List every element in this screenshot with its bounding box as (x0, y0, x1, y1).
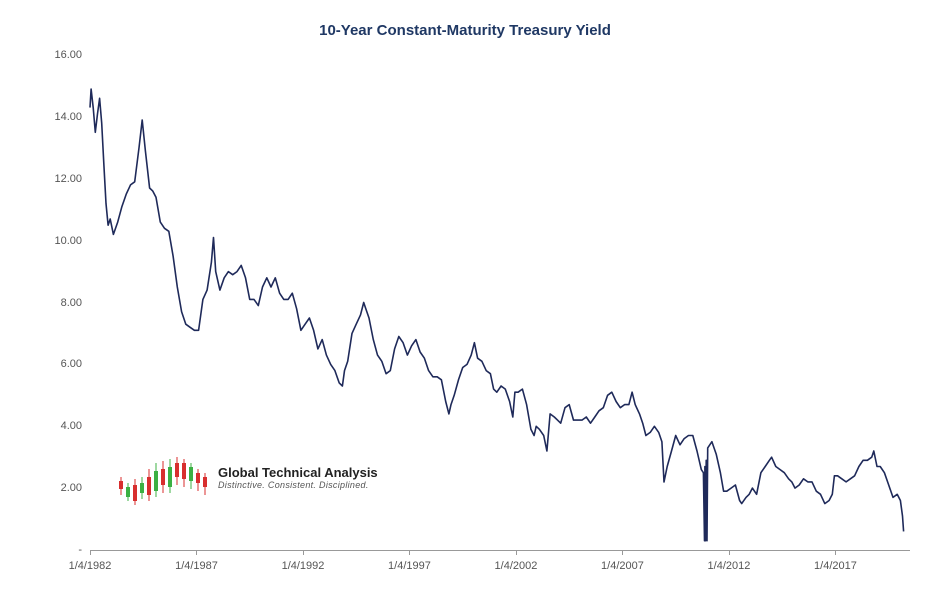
x-tick-label: 1/4/2017 (814, 560, 857, 572)
y-tick-label: 12.00 (40, 173, 82, 185)
y-tick-label: 4.00 (40, 420, 82, 432)
y-tick-label: 8.00 (40, 297, 82, 309)
logo-global-technical-analysis: Global Technical Analysis Distinctive. C… (118, 452, 418, 512)
logo-title: Global Technical Analysis (218, 466, 378, 480)
x-tick-label: 1/4/1987 (175, 560, 218, 572)
y-tick-label: 6.00 (40, 358, 82, 370)
x-tick-label: 1/4/1992 (282, 560, 325, 572)
y-tick-label: 10.00 (40, 235, 82, 247)
candlestick-icon (118, 452, 213, 507)
y-tick-label: 2.00 (40, 482, 82, 494)
y-tick-label: 14.00 (40, 111, 82, 123)
chart-title: 10-Year Constant-Maturity Treasury Yield (0, 22, 930, 39)
y-tick-label: 16.00 (40, 49, 82, 61)
x-tick-label: 1/4/2007 (601, 560, 644, 572)
x-tick-label: 1/4/1997 (388, 560, 431, 572)
y-tick-label: - (40, 544, 82, 556)
logo-subtitle: Distinctive. Consistent. Disciplined. (218, 480, 378, 490)
x-tick-label: 1/4/1982 (69, 560, 112, 572)
x-tick-label: 1/4/2002 (495, 560, 538, 572)
x-tick-label: 1/4/2012 (708, 560, 751, 572)
x-axis-line (90, 550, 910, 551)
